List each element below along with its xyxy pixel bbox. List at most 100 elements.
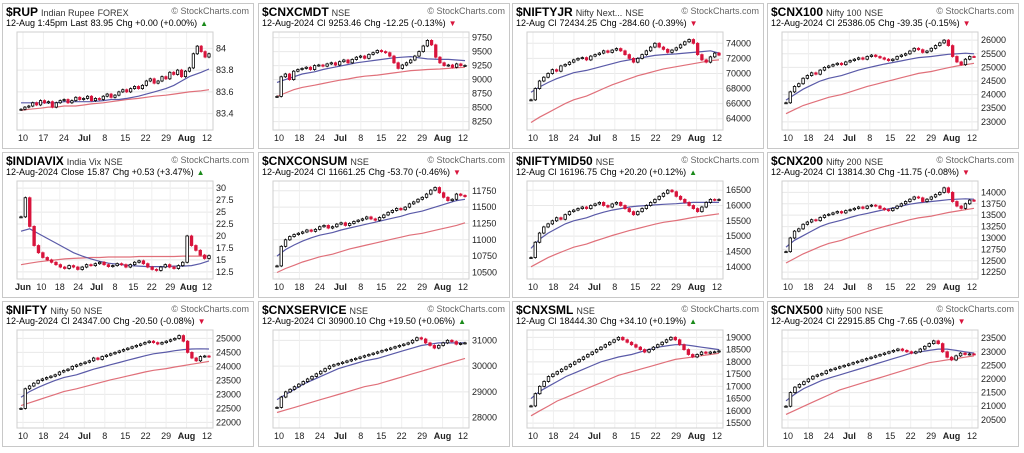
chart-exchange: NSE [576, 306, 595, 316]
candle [865, 55, 869, 61]
chart-panel-nifty[interactable]: $NIFTY Nifty 50 NSE © StockCharts.com 12-Aug… [2, 301, 254, 447]
x-tick-label: 15 [630, 431, 640, 441]
candle [708, 55, 713, 64]
y-tick-label: 15 [216, 255, 226, 265]
x-tick-label: 10 [274, 133, 284, 143]
candle [32, 225, 36, 247]
candle [674, 46, 678, 52]
candle [533, 241, 537, 259]
candle [891, 207, 895, 212]
candle [597, 201, 602, 206]
x-tick-label: Jul [588, 133, 601, 143]
y-tick-label: 13250 [981, 222, 1006, 232]
chart-symbol[interactable]: $CNXSML [516, 303, 574, 317]
chart-panel-niftyjr[interactable]: $NIFTYJR Nifty Next... NSE © StockCharts.co… [512, 3, 764, 149]
candle [861, 56, 865, 61]
chart-panel-cnxcmdt[interactable]: $CNXCMDT NSE © StockCharts.com 12-Aug-2024 C… [258, 3, 510, 149]
y-tick-label: 27.5 [216, 195, 234, 205]
x-tick-label: Aug [434, 133, 452, 143]
chart-symbol[interactable]: $NIFTYMID50 [516, 154, 593, 168]
candle [529, 256, 533, 259]
chart-symbol[interactable]: $CNX100 [771, 5, 824, 19]
candle [542, 225, 546, 235]
y-tick-label: 84 [216, 43, 226, 53]
candle [80, 265, 84, 271]
candle [909, 350, 914, 355]
y-tick-label: 8750 [472, 89, 492, 99]
chart-date: 12-Aug-2024 [262, 18, 315, 28]
candle [631, 210, 636, 216]
x-tick-label: 10 [274, 431, 284, 441]
candle [797, 227, 801, 233]
x-tick-label: Aug [688, 282, 706, 292]
candle [533, 392, 538, 408]
chart-symbol[interactable]: $INDIAVIX [6, 154, 64, 168]
candle [172, 71, 176, 76]
chart-panel-cnx100[interactable]: $CNX100 Nifty 100 NSE © StockCharts.com 12-A… [767, 3, 1019, 149]
candle [36, 379, 40, 385]
x-tick-label: 18 [548, 133, 558, 143]
y-tick-label: 17500 [726, 369, 751, 379]
candle [417, 50, 421, 58]
x-tick-label: 18 [548, 282, 558, 292]
candle [619, 47, 623, 53]
candle [100, 355, 104, 361]
chart-panel-cnx500[interactable]: $CNX500 Nifty 500 NSE © StockCharts.com 12-A… [767, 301, 1019, 447]
candle [936, 339, 940, 345]
chart-symbol[interactable]: $CNXSERVICE [262, 303, 347, 317]
chart-panel-cnxservice[interactable]: $CNXSERVICE NSE © StockCharts.com 12-Aug-20… [258, 301, 510, 447]
chart-panel-rup[interactable]: $RUP Indian Rupee FOREX © StockCharts.com 12… [2, 3, 254, 149]
chart-panel-cnxconsum[interactable]: $CNXCONSUM NSE © StockCharts.com 12-Aug-202… [258, 152, 510, 298]
candle [959, 60, 963, 66]
candle [459, 62, 463, 67]
candle [429, 188, 433, 196]
y-tick-label: 83.4 [216, 109, 234, 119]
candle [874, 53, 878, 58]
candle [194, 356, 198, 362]
x-tick-label: 15 [120, 133, 130, 143]
x-tick-label: 29 [671, 133, 681, 143]
candle [542, 380, 546, 388]
candle [614, 47, 619, 52]
candle [185, 234, 189, 264]
y-tick-label: 17.5 [216, 243, 234, 253]
chart-name: Nifty 200 [826, 157, 862, 167]
chart-exchange: NSE [104, 157, 123, 167]
chart-quote-line: 12-Aug-2024 Cl 13814.30 Chg -11.75 (-0.08%)… [771, 167, 973, 178]
candle [46, 100, 50, 104]
candle [463, 341, 467, 345]
candle [567, 210, 572, 216]
x-tick-label: 15 [376, 282, 386, 292]
y-tick-label: 64000 [726, 114, 751, 124]
candle [304, 66, 308, 70]
candle [700, 53, 704, 62]
chart-panel-indiavix[interactable]: $INDIAVIX India Vix NSE © StockCharts.com 12… [2, 152, 254, 298]
candle [183, 70, 188, 78]
candle [199, 44, 203, 53]
chart-symbol[interactable]: $NIFTY [6, 303, 48, 317]
candle [695, 353, 699, 359]
x-tick-label: Aug [178, 133, 196, 143]
source-credit: © StockCharts.com [171, 304, 249, 314]
chart-panel-niftymid50[interactable]: $NIFTYMID50 NSE © StockCharts.com 12-Aug Cl 1… [512, 152, 764, 298]
chart-symbol[interactable]: $CNXCONSUM [262, 154, 348, 168]
moving-average-long [276, 357, 466, 414]
chart-panel-cnx200[interactable]: $CNX200 Nifty 200 NSE © StockCharts.com 12-A… [767, 152, 1019, 298]
chart-symbol[interactable]: $CNX500 [771, 303, 824, 317]
chart-symbol[interactable]: $CNX200 [771, 154, 824, 168]
candle [347, 222, 352, 227]
x-tick-label: 8 [867, 282, 872, 292]
candle [339, 221, 343, 226]
chart-symbol[interactable]: $NIFTYJR [516, 5, 573, 19]
y-tick-label: 25500 [981, 49, 1006, 59]
chart-symbol[interactable]: $RUP [6, 5, 39, 19]
plot-area [781, 180, 979, 280]
candle [57, 370, 62, 376]
source-credit: © StockCharts.com [427, 6, 505, 16]
chart-symbol[interactable]: $CNXCMDT [262, 5, 329, 19]
candle [610, 48, 614, 54]
candle [437, 186, 442, 194]
candle [601, 201, 606, 207]
chart-panel-cnxsml[interactable]: $CNXSML NSE © StockCharts.com 12-Aug Cl 18444… [512, 301, 764, 447]
